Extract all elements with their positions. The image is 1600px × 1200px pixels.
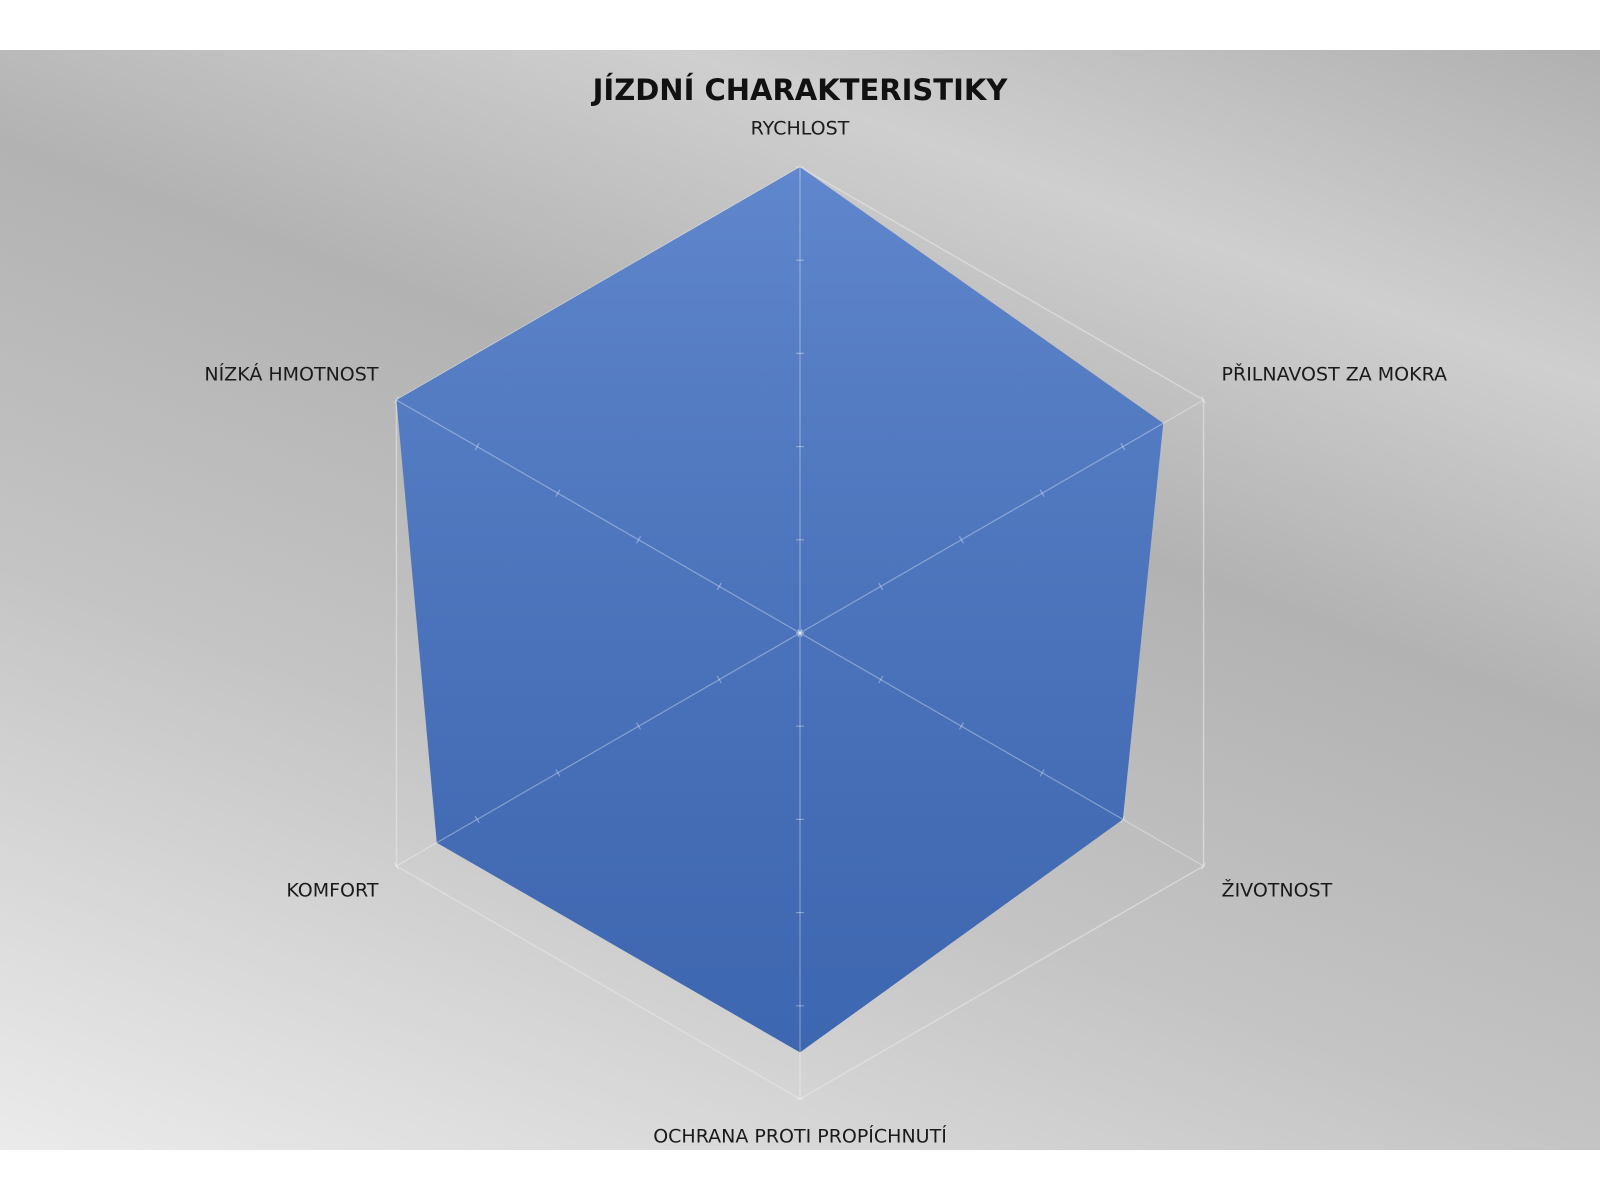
tick-mark	[393, 396, 399, 404]
category-label: ŽIVOTNOST	[1222, 879, 1333, 902]
axis-line	[799, 632, 1204, 867]
tick-mark	[797, 629, 803, 637]
tick-mark	[716, 582, 722, 591]
tick-mark	[878, 675, 884, 684]
category-label: PŘILNAVOST ZA MOKRA	[1222, 363, 1447, 386]
chart-title: JÍZDNÍ CHARAKTERISTIKY	[591, 73, 1009, 107]
tick-mark	[555, 489, 561, 497]
tick-mark	[1201, 862, 1207, 870]
tick-mark	[1120, 442, 1126, 451]
category-label: KOMFORT	[286, 880, 378, 902]
axis-line	[799, 399, 1204, 634]
tick-mark	[1201, 396, 1207, 404]
tick-mark	[555, 769, 561, 777]
tick-mark	[474, 442, 480, 451]
tick-mark	[958, 722, 964, 730]
tick-mark	[1039, 769, 1045, 777]
tick-mark	[797, 629, 803, 637]
axis-line	[396, 632, 801, 867]
category-label: RYCHLOST	[751, 118, 850, 140]
tick-mark	[474, 815, 480, 824]
tick-mark	[878, 582, 884, 591]
axis-line	[396, 399, 801, 634]
tick-mark	[636, 536, 642, 544]
tick-mark	[716, 675, 722, 684]
tick-mark	[636, 722, 642, 730]
tick-mark	[797, 629, 803, 637]
tick-mark	[958, 536, 964, 544]
tick-mark	[1039, 489, 1045, 497]
tick-mark	[1120, 815, 1126, 824]
radar-area-shade	[396, 167, 1164, 1053]
tick-mark	[393, 862, 399, 870]
category-label: OCHRANA PROTI PROPÍCHNUTÍ	[653, 1125, 947, 1148]
category-label: NÍZKÁ HMOTNOST	[204, 363, 378, 386]
tick-mark	[797, 629, 803, 637]
